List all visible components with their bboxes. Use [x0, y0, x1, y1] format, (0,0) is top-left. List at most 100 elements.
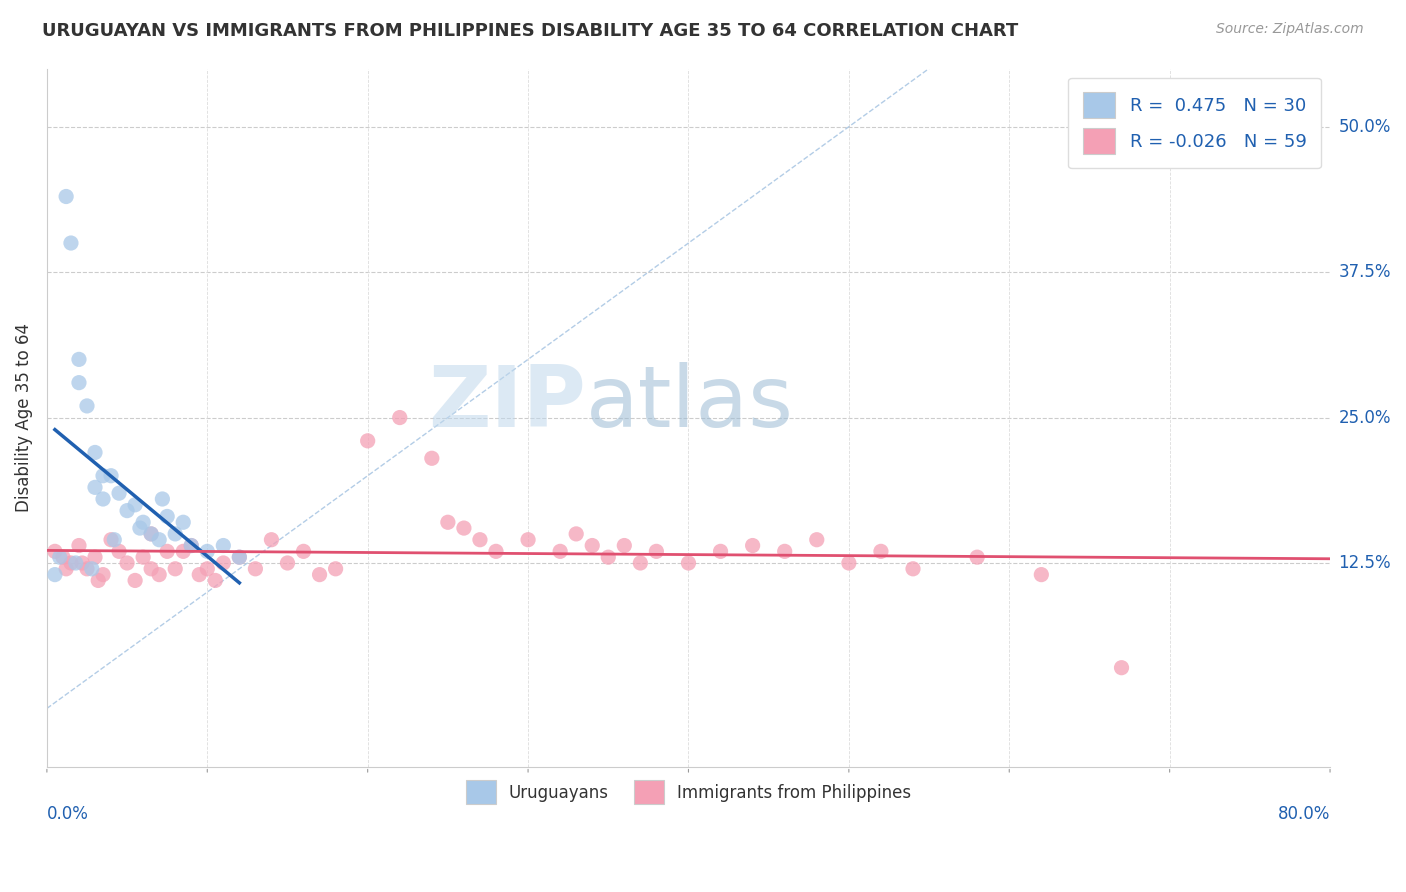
Point	[228, 550, 250, 565]
Point	[838, 556, 860, 570]
Point	[357, 434, 380, 448]
Point	[65, 556, 87, 570]
Point	[108, 544, 131, 558]
Point	[70, 556, 93, 570]
Point	[55, 189, 77, 203]
Point	[628, 556, 651, 570]
Point	[141, 527, 163, 541]
Point	[548, 544, 571, 558]
Point	[84, 445, 107, 459]
Point	[91, 567, 114, 582]
Point	[108, 486, 131, 500]
Point	[453, 521, 475, 535]
Text: 37.5%: 37.5%	[1339, 263, 1391, 281]
Point	[420, 451, 443, 466]
Point	[388, 410, 411, 425]
Point	[1031, 567, 1053, 582]
Point	[212, 539, 235, 553]
Point	[709, 544, 731, 558]
Point	[172, 516, 194, 530]
Point	[870, 544, 893, 558]
Point	[67, 376, 90, 390]
Point	[195, 544, 218, 558]
Point	[91, 468, 114, 483]
Point	[901, 562, 924, 576]
Point	[204, 574, 226, 588]
Point	[188, 567, 211, 582]
Text: ZIP: ZIP	[427, 362, 586, 445]
Point	[84, 550, 107, 565]
Point	[52, 550, 75, 565]
Point	[308, 567, 330, 582]
Point	[76, 399, 98, 413]
Point	[437, 516, 460, 530]
Point	[485, 544, 508, 558]
Point	[325, 562, 347, 576]
Point	[806, 533, 828, 547]
Point	[260, 533, 283, 547]
Point	[124, 574, 146, 588]
Point	[44, 567, 66, 582]
Point	[1111, 661, 1133, 675]
Point	[141, 562, 163, 576]
Point	[581, 539, 603, 553]
Point	[565, 527, 588, 541]
Text: atlas: atlas	[586, 362, 794, 445]
Text: Source: ZipAtlas.com: Source: ZipAtlas.com	[1216, 22, 1364, 37]
Point	[741, 539, 763, 553]
Point	[228, 550, 250, 565]
Text: URUGUAYAN VS IMMIGRANTS FROM PHILIPPINES DISABILITY AGE 35 TO 64 CORRELATION CHA: URUGUAYAN VS IMMIGRANTS FROM PHILIPPINES…	[42, 22, 1018, 40]
Point	[172, 544, 194, 558]
Point	[212, 556, 235, 570]
Text: 50.0%: 50.0%	[1339, 118, 1391, 136]
Point	[100, 468, 122, 483]
Point	[100, 533, 122, 547]
Point	[165, 527, 187, 541]
Point	[966, 550, 988, 565]
Point	[44, 544, 66, 558]
Point	[132, 550, 155, 565]
Point	[148, 567, 170, 582]
Text: 80.0%: 80.0%	[1278, 805, 1330, 823]
Point	[80, 562, 103, 576]
Point	[67, 352, 90, 367]
Point	[598, 550, 620, 565]
Point	[773, 544, 796, 558]
Point	[115, 503, 138, 517]
Point	[156, 544, 179, 558]
Point	[156, 509, 179, 524]
Point	[645, 544, 668, 558]
Point	[84, 480, 107, 494]
Point	[180, 539, 202, 553]
Point	[165, 562, 187, 576]
Text: 0.0%: 0.0%	[46, 805, 89, 823]
Point	[195, 562, 218, 576]
Point	[115, 556, 138, 570]
Point	[67, 539, 90, 553]
Point	[245, 562, 267, 576]
Text: 12.5%: 12.5%	[1339, 554, 1391, 572]
Point	[124, 498, 146, 512]
Point	[91, 491, 114, 506]
Point	[48, 550, 70, 565]
Text: 25.0%: 25.0%	[1339, 409, 1391, 426]
Point	[613, 539, 636, 553]
Point	[59, 235, 82, 250]
Point	[180, 539, 202, 553]
Point	[87, 574, 110, 588]
Point	[59, 556, 82, 570]
Point	[276, 556, 298, 570]
Point	[148, 533, 170, 547]
Point	[132, 516, 155, 530]
Point	[150, 491, 173, 506]
Point	[129, 521, 152, 535]
Point	[55, 562, 77, 576]
Point	[678, 556, 700, 570]
Point	[292, 544, 315, 558]
Point	[103, 533, 125, 547]
Point	[468, 533, 491, 547]
Point	[76, 562, 98, 576]
Y-axis label: Disability Age 35 to 64: Disability Age 35 to 64	[15, 323, 32, 512]
Point	[517, 533, 540, 547]
Legend: Uruguayans, Immigrants from Philippines: Uruguayans, Immigrants from Philippines	[458, 773, 918, 811]
